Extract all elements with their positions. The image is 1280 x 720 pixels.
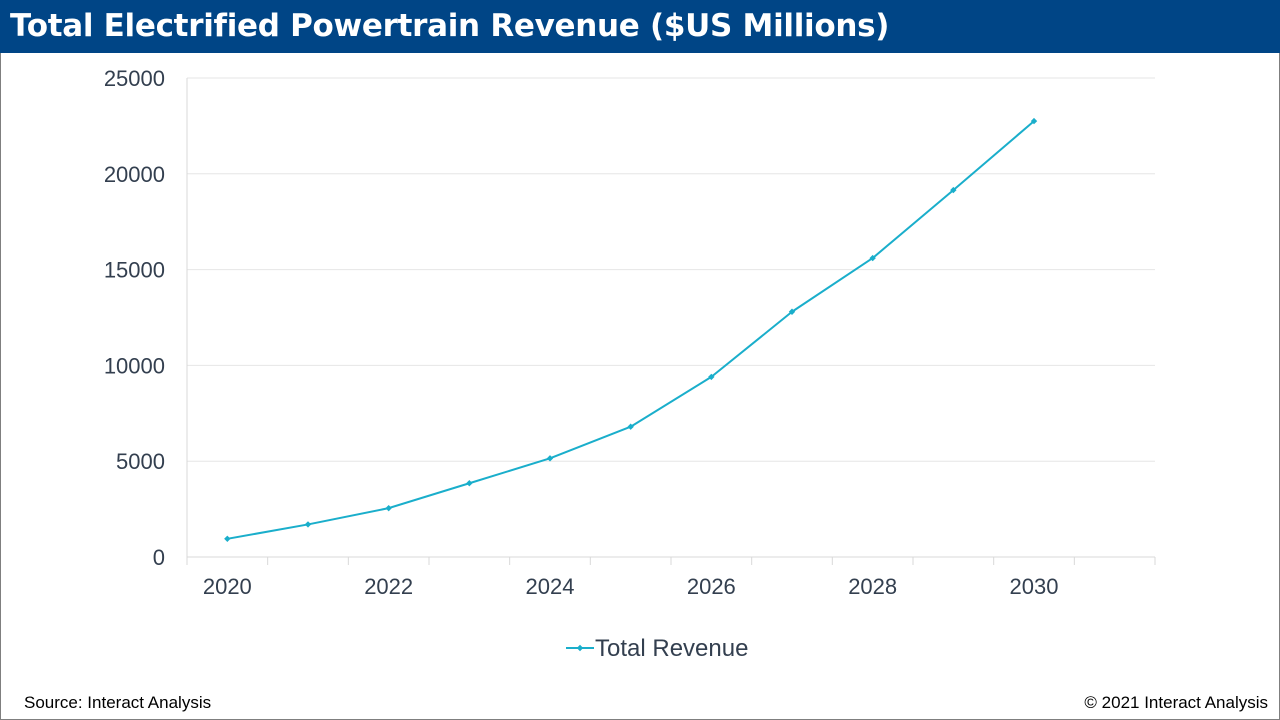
y-tick-label: 15000 — [104, 258, 165, 283]
x-tick-label: 2022 — [364, 574, 413, 599]
copyright-note: © 2021 Interact Analysis — [1084, 693, 1268, 712]
data-point — [788, 308, 796, 315]
legend-marker — [576, 644, 584, 652]
source-note: Source: Interact Analysis — [24, 693, 212, 712]
data-point — [708, 373, 715, 381]
y-tick-label: 10000 — [104, 353, 165, 378]
x-tick-label: 2020 — [203, 574, 252, 599]
y-tick-label: 25000 — [104, 66, 165, 91]
y-tick-label: 20000 — [104, 162, 165, 187]
data-point — [546, 455, 554, 462]
series-line — [227, 120, 1035, 540]
x-tick-label: 2028 — [848, 574, 897, 599]
x-tick-label: 2030 — [1010, 574, 1059, 599]
data-point — [224, 535, 231, 542]
data-point — [1030, 117, 1038, 125]
y-tick-label: 5000 — [116, 449, 165, 474]
data-point — [304, 521, 312, 528]
data-point — [869, 254, 876, 262]
x-tick-label: 2024 — [526, 574, 575, 599]
title-bar: Total Electrified Powertrain Revenue ($U… — [0, 0, 1280, 53]
x-tick-label: 2026 — [687, 574, 736, 599]
data-point — [385, 504, 392, 512]
y-tick-label: 0 — [153, 545, 165, 570]
data-point — [627, 423, 634, 430]
chart-title: Total Electrified Powertrain Revenue ($U… — [10, 8, 890, 44]
legend-label: Total Revenue — [595, 635, 748, 662]
data-point — [466, 480, 473, 487]
data-point — [950, 186, 957, 194]
